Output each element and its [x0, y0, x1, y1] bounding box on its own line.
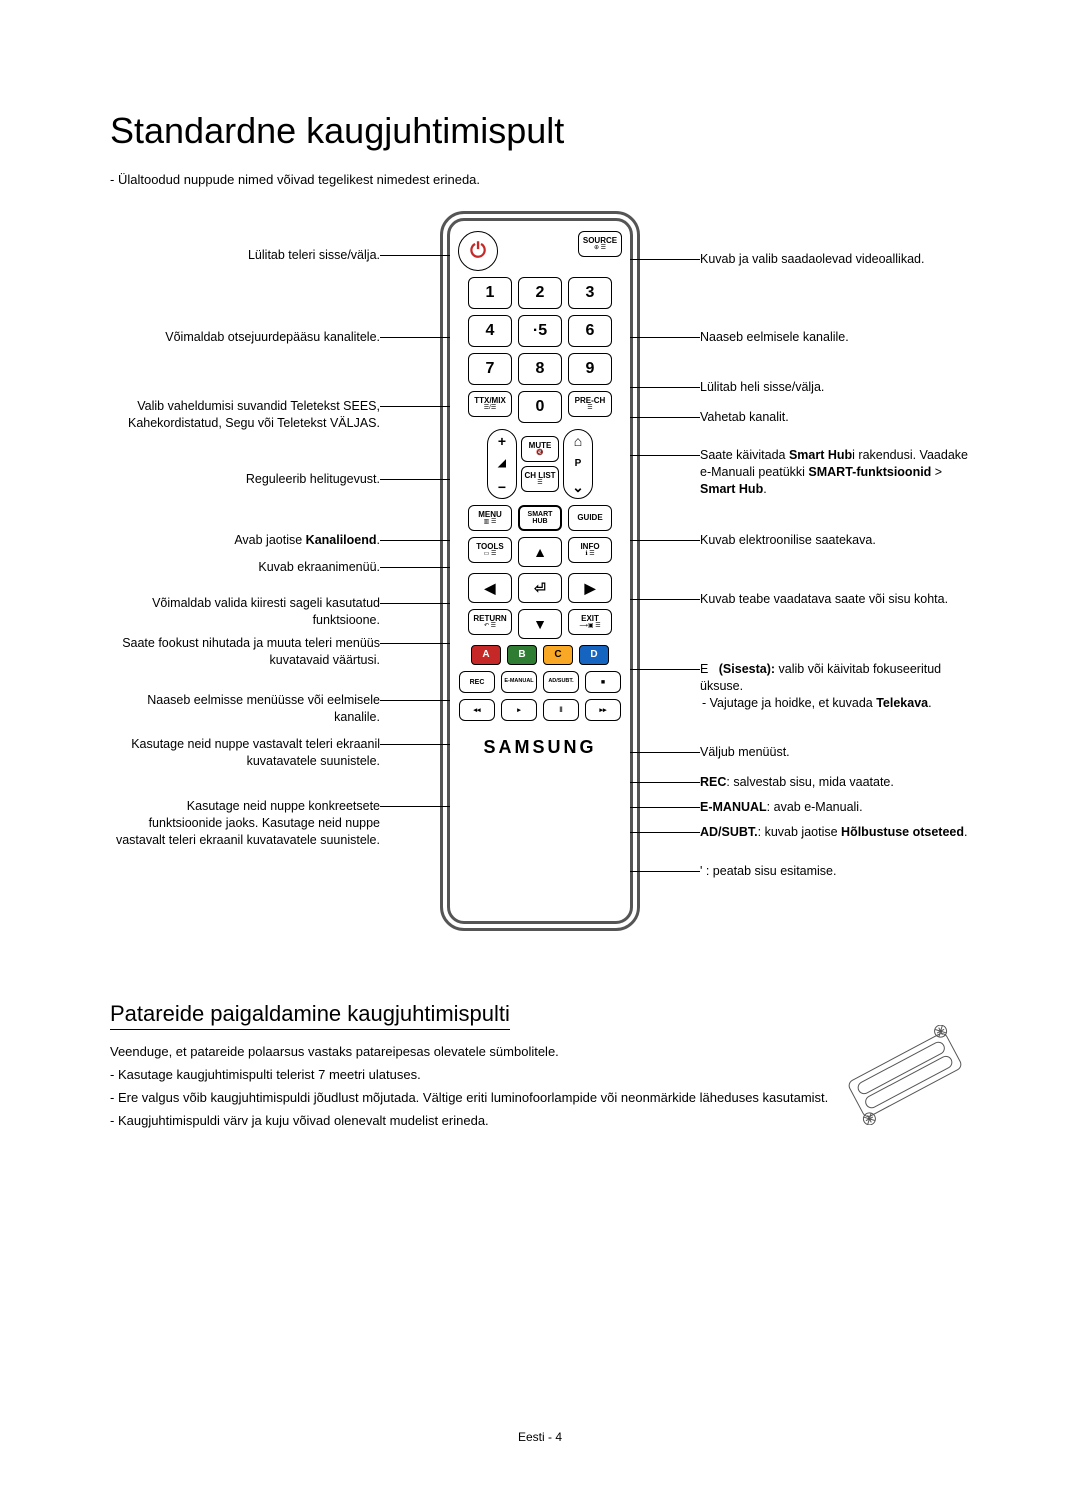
pause-button: ‖ [543, 699, 579, 721]
mute-button: MUTE🔇 [521, 436, 559, 462]
num-3: 3 [568, 277, 612, 309]
channel-rocker: ⌂P⌄ [563, 429, 593, 499]
intro-note: Ülaltoodud nuppude nimed võivad tegelike… [110, 172, 970, 187]
callout: Võimaldab otsejuurdepääsu kanalitele. [110, 329, 380, 346]
nav-right: ▶ [568, 573, 612, 603]
battery-list: Kasutage kaugjuhtimispulti telerist 7 me… [110, 1067, 850, 1128]
page-title: Standardne kaugjuhtimispult [110, 110, 970, 152]
callout: Kuvab teabe vaadatava saate või sisu koh… [700, 591, 970, 608]
callout: Valib vaheldumisi suvandid Teletekst SEE… [110, 398, 380, 432]
callout: Saate käivitada Smart Hubi rakendusi. Va… [700, 447, 970, 498]
num-1: 1 [468, 277, 512, 309]
color-d: D [579, 645, 609, 665]
callout: Lülitab heli sisse/välja. [700, 379, 970, 396]
color-b: B [507, 645, 537, 665]
num-9: 9 [568, 353, 612, 385]
nav-down: ▼ [518, 609, 562, 639]
page-footer: Eesti - 4 [0, 1430, 1080, 1444]
source-button: SOURCE⊕ ☰ [578, 231, 622, 257]
battery-heading: Patareide paigaldamine kaugjuhtimispulti [110, 1001, 510, 1030]
rec-button: REC [459, 671, 495, 693]
nav-enter: ⏎ [518, 573, 562, 603]
smarthub-label: SMART HUB [520, 511, 560, 525]
callout: Reguleerib helitugevust. [110, 471, 380, 488]
rewind-button: ◂◂ [459, 699, 495, 721]
callout: Lülitab teleri sisse/välja. [110, 247, 380, 264]
tools-label: TOOLS [476, 543, 503, 551]
list-item: Kasutage kaugjuhtimispulti telerist 7 me… [110, 1067, 850, 1082]
num-8: 8 [518, 353, 562, 385]
callout: Kasutage neid nuppe vastavalt teleri ekr… [110, 736, 380, 770]
color-c: C [543, 645, 573, 665]
callout: Kuvab elektroonilise saatekava. [700, 532, 970, 549]
callout: Avab jaotise Kanaliloend. [110, 532, 380, 549]
ffwd-button: ▸▸ [585, 699, 621, 721]
callout: Naaseb eelmisse menüüsse või eelmisele k… [110, 692, 380, 726]
callout: REC: salvestab sisu, mida vaatate. [700, 774, 970, 791]
chlist-label: CH LIST [524, 472, 555, 480]
callout: Vahetab kanalit. [700, 409, 970, 426]
num-7: 7 [468, 353, 512, 385]
callout: Kuvab ja valib saadaolevad videoallikad. [700, 251, 970, 268]
volume-rocker: +◢− [487, 429, 517, 499]
source-label: SOURCE [583, 237, 617, 245]
power-button: ⏻ [458, 231, 498, 271]
callout: E-MANUAL: avab e-Manuali. [700, 799, 970, 816]
num-5: ·5 [518, 315, 562, 347]
adsubt-button: AD/SUBT. [543, 671, 579, 693]
remote-body: ⏻ SOURCE⊕ ☰ 123 4·56 789 TTX/MIX☰/☰ 0 PR… [440, 211, 640, 931]
nav-left: ◀ [468, 573, 512, 603]
brand-label: SAMSUNG [483, 737, 596, 758]
num-4: 4 [468, 315, 512, 347]
exit-label: EXIT [581, 615, 599, 623]
callout: ' : peatab sisu esitamise. [700, 863, 970, 880]
remote-diagram: ⏻ SOURCE⊕ ☰ 123 4·56 789 TTX/MIX☰/☰ 0 PR… [110, 211, 970, 971]
num-0: 0 [518, 391, 562, 423]
color-a: A [471, 645, 501, 665]
ttx-button: TTX/MIX☰/☰ [468, 391, 512, 417]
guide-button: GUIDE [568, 505, 612, 531]
list-item: Kaugjuhtimispuldi värv ja kuju võivad ol… [110, 1113, 850, 1128]
info-label: INFO [580, 543, 599, 551]
nav-up: ▲ [518, 537, 562, 567]
callout: Saate fookust nihutada ja muuta teleri m… [110, 635, 380, 669]
exit-button: EXIT⟶▣ ☰ [568, 609, 612, 635]
battery-illustration [835, 1025, 975, 1125]
num-2: 2 [518, 277, 562, 309]
prech-button: PRE-CH☰ [568, 391, 612, 417]
callout: Kasutage neid nuppe konkreetsete funktsi… [110, 798, 380, 849]
ttx-label: TTX/MIX [474, 397, 506, 405]
return-label: RETURN [473, 615, 506, 623]
info-button: INFOℹ ☰ [568, 537, 612, 563]
mute-label: MUTE [529, 442, 552, 450]
return-button: RETURN↶ ☰ [468, 609, 512, 635]
tools-button: TOOLS▭ ☰ [468, 537, 512, 563]
stop-button: ■ [585, 671, 621, 693]
callout: Võimaldab valida kiiresti sageli kasutat… [110, 595, 380, 629]
smarthub-button: SMART HUB [518, 505, 562, 531]
chlist-button: CH LIST☰ [521, 466, 559, 492]
callout: AD/SUBT.: kuvab jaotise Hõlbustuse otset… [700, 824, 970, 841]
callout: Naaseb eelmisele kanalile. [700, 329, 970, 346]
emanual-button: E-MANUAL [501, 671, 537, 693]
list-item: Ere valgus võib kaugjuhtimispuldi jõudlu… [110, 1090, 850, 1105]
callout: Kuvab ekraanimenüü. [110, 559, 380, 576]
num-6: 6 [568, 315, 612, 347]
menu-label: MENU [478, 511, 502, 519]
p-label: P [575, 459, 582, 469]
prech-label: PRE-CH [575, 397, 606, 405]
menu-button: MENU▥ ☰ [468, 505, 512, 531]
play-button: ▸ [501, 699, 537, 721]
callout: Väljub menüüst. [700, 744, 970, 761]
callout: E (Sisesta): valib või käivitab fokuseer… [700, 661, 970, 712]
